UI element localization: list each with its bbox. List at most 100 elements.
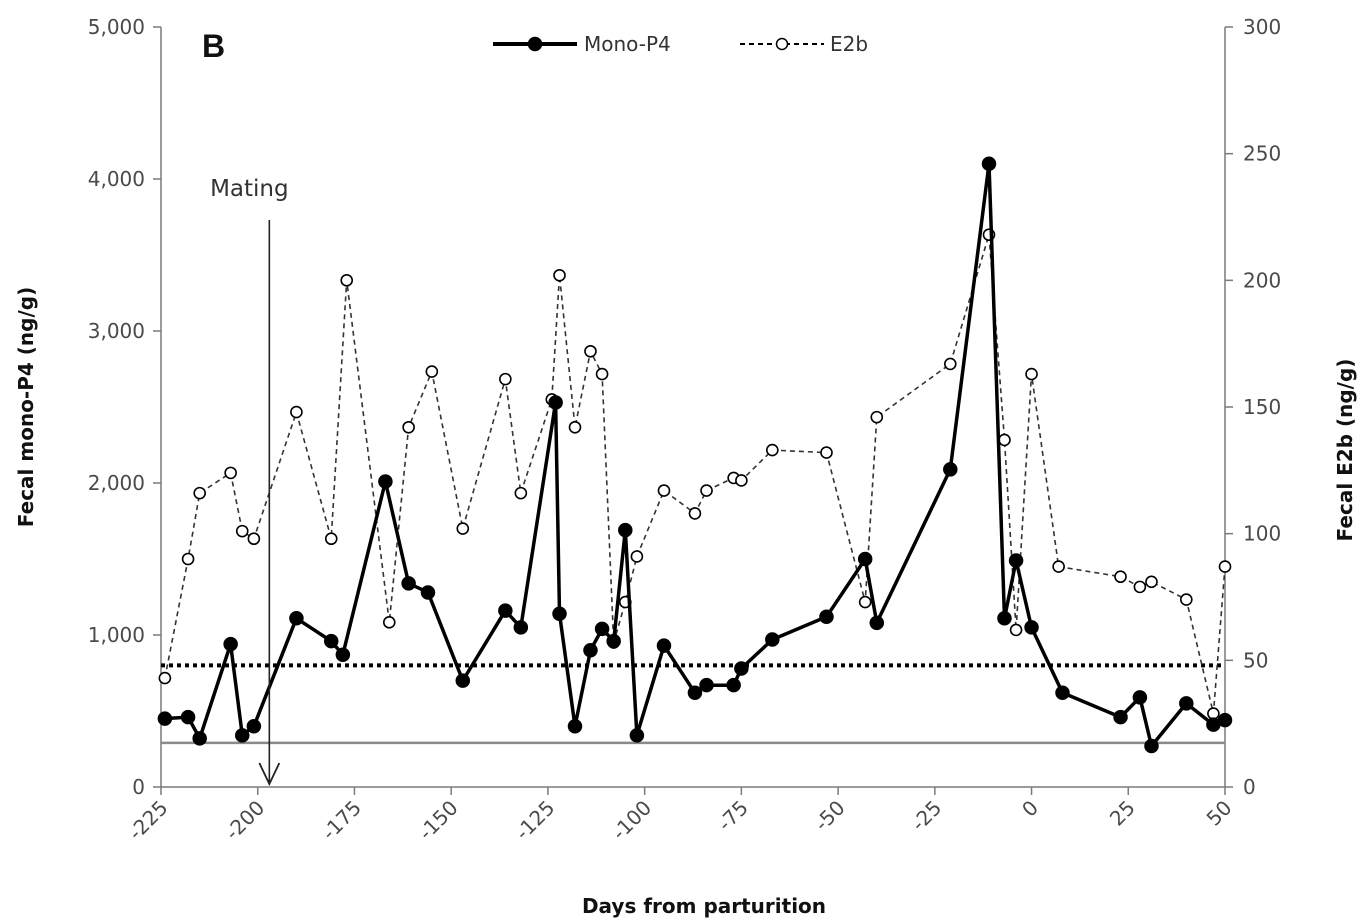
legend-e2b-marker [775, 37, 789, 51]
e2b-point [657, 484, 671, 497]
mono-p4-point [455, 673, 471, 688]
e2b-point [870, 410, 884, 424]
mono-p4-point [1113, 709, 1128, 725]
e2b-point [998, 433, 1011, 447]
legend-mono-p4-marker [527, 36, 543, 52]
x-tick-label: 25 [1105, 796, 1140, 831]
e2b-point [700, 484, 713, 497]
mating-annotation: Mating [210, 176, 289, 787]
e2b-point [158, 671, 172, 685]
mono-p4-point [1008, 553, 1024, 568]
legend-mono-p4-label: Mono-P4 [584, 32, 671, 56]
mono-p4-point [629, 728, 645, 743]
mono-p4-point [699, 677, 714, 693]
mono-p4-point [606, 633, 621, 649]
mono-p4-point [1179, 696, 1194, 711]
y-right-tick-label: 200 [1243, 268, 1281, 292]
e2b-point [1133, 580, 1147, 594]
e2b-point [456, 522, 470, 535]
x-axis-title: Days from parturition [582, 894, 826, 918]
y-axis-right-title: Fecal E2b (ng/g) [1333, 359, 1357, 542]
e2b-point [193, 486, 206, 500]
x-tick-label: -75 [713, 796, 753, 836]
x-tick-label: -175 [317, 796, 366, 845]
mono-p4-point [1132, 690, 1148, 705]
mono-p4-point [1055, 685, 1070, 701]
axes [153, 26, 1233, 795]
mono-p4-point [420, 585, 436, 600]
e2b-point [1009, 623, 1023, 637]
mono-p4-line [164, 162, 1226, 748]
x-tick-label: -125 [510, 796, 559, 845]
y-left-tick-label: 2,000 [88, 471, 145, 495]
mono-p4-point [997, 611, 1012, 626]
legend: Mono-P4 E2b [493, 32, 868, 56]
x-tick-label: -100 [607, 796, 656, 845]
y-left-tick-label: 5,000 [88, 15, 145, 39]
y-right-tick-label: 250 [1243, 142, 1281, 166]
y-right-tick-label: 0 [1243, 775, 1256, 799]
x-tick-label: -225 [123, 796, 172, 845]
mono-p4-point [656, 638, 672, 653]
mono-p4-point [765, 632, 780, 647]
e2b-point [820, 446, 833, 459]
e2b-point [1052, 560, 1065, 573]
e2b-point [766, 443, 779, 457]
mono-p4-point [378, 474, 393, 489]
y-right-tick-label: 150 [1243, 395, 1281, 419]
mono-p4-point [246, 718, 262, 734]
reference-lines [161, 663, 1225, 745]
y-left-tick-label: 0 [132, 775, 145, 799]
mono-p4-point [567, 718, 583, 734]
e2b-point [584, 344, 597, 358]
mono-p4-point [498, 603, 513, 618]
e2b-point [858, 595, 872, 609]
mating-label: Mating [210, 176, 289, 202]
mono-p4-point [548, 395, 563, 410]
e2b-point [340, 274, 354, 287]
e2b-point [425, 365, 439, 378]
e2b-point [224, 466, 237, 480]
e2b-point [514, 486, 528, 500]
mono-p4-point [943, 462, 958, 477]
e2b-point [1180, 593, 1193, 606]
y-axis-left-title: Fecal mono-P4 (ng/g) [14, 287, 38, 527]
e2b-point [235, 524, 249, 538]
y-right-tick-label: 300 [1243, 15, 1281, 39]
mating-arrow-head [258, 762, 281, 787]
mono-p4-point [157, 711, 173, 726]
x-tick-label: -150 [414, 796, 463, 845]
e2b-point [1025, 367, 1038, 381]
e2b-point [1114, 570, 1127, 584]
y-left-tick-label: 4,000 [88, 167, 145, 191]
mono-p4-point [180, 709, 196, 725]
e2b-point [630, 550, 644, 563]
e2b-point [324, 532, 338, 546]
mono-p4-point [618, 522, 633, 538]
e2b-point [553, 268, 566, 282]
e2b-point [402, 420, 415, 434]
mono-p4-point [869, 615, 885, 631]
mono-p4-point [513, 620, 529, 635]
mono-p4-point [401, 576, 416, 591]
mono-p4-point [734, 661, 749, 676]
mono-p4-point [552, 606, 567, 621]
mono-p4-point [1144, 738, 1159, 754]
y-right-tick-label: 50 [1243, 648, 1268, 672]
mono-p4-point [857, 551, 873, 567]
mono-p4-point [583, 642, 598, 658]
mono-p4-point [223, 636, 238, 652]
e2b-point [247, 532, 261, 546]
x-tick-label: 50 [1202, 796, 1237, 831]
series-e2b [158, 228, 1232, 720]
e2b-line [164, 234, 1226, 714]
x-tick-label: -25 [906, 796, 946, 836]
mono-p4-point [323, 633, 339, 649]
mono-p4-point [235, 728, 250, 743]
mono-p4-point [192, 731, 207, 746]
y-left-tick-label: 3,000 [88, 319, 145, 343]
y-right-tick-label: 100 [1243, 522, 1281, 546]
mono-p4-point [335, 647, 351, 663]
x-tick-label: -200 [220, 796, 269, 845]
